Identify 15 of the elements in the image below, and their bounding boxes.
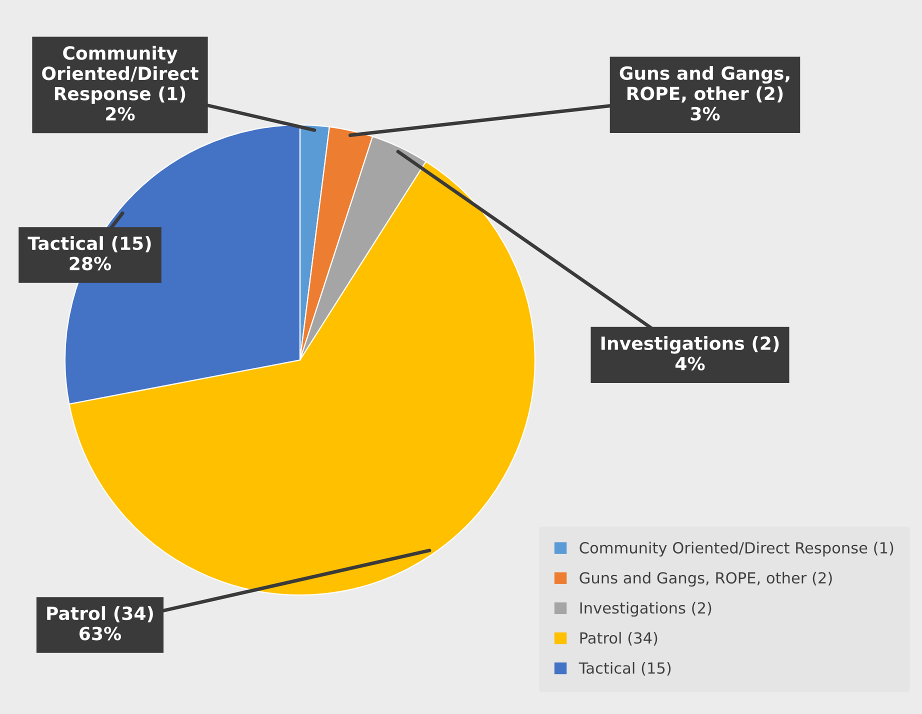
- legend-label: Tactical (15): [578, 662, 671, 676]
- slice-label: Community Oriented/Direct Response (1): [42, 46, 198, 104]
- data-label: 3%: [690, 106, 720, 121]
- legend-label: Patrol (34): [580, 632, 658, 646]
- slice-label: Guns and Gangs, ROPE, other (2): [620, 66, 790, 103]
- legend-label: Investigations (2): [580, 602, 712, 617]
- data-label: 63%: [80, 626, 122, 640]
- data-label: 2%: [106, 106, 135, 121]
- data-label: 4%: [675, 356, 705, 370]
- legend-label: Guns and Gangs, ROPE, other (2): [580, 572, 832, 587]
- data-label: 28%: [70, 256, 112, 270]
- slice-label: Investigations (2): [601, 336, 779, 354]
- slice-label: Tactical (15): [28, 236, 151, 252]
- legend-label: Community Oriented/Direct Response (1): [580, 542, 894, 557]
- slice-label: Patrol (34): [47, 606, 153, 622]
